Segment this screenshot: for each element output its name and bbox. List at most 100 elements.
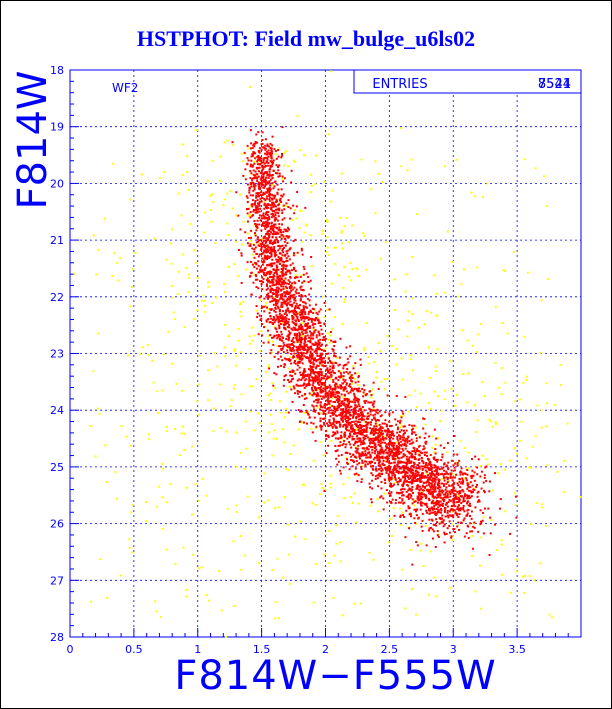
- data-point: [404, 461, 407, 464]
- data-point: [372, 405, 375, 408]
- data-point: [299, 352, 302, 355]
- data-point: [266, 287, 269, 290]
- data-point: [434, 490, 437, 493]
- data-point: [323, 423, 326, 426]
- data-point: [156, 390, 159, 393]
- data-point: [370, 396, 373, 399]
- data-point: [314, 380, 317, 383]
- data-point: [402, 432, 405, 435]
- data-point: [352, 427, 355, 430]
- data-point: [393, 453, 396, 456]
- data-point: [267, 155, 270, 158]
- data-point: [435, 503, 438, 506]
- data-point: [530, 522, 533, 525]
- data-point: [421, 465, 424, 468]
- data-point: [329, 400, 332, 403]
- data-point: [318, 413, 321, 416]
- data-point: [276, 345, 279, 348]
- data-point: [385, 447, 388, 450]
- data-point: [482, 532, 485, 535]
- data-point: [365, 423, 368, 426]
- data-point: [239, 568, 242, 571]
- data-point: [481, 381, 484, 384]
- data-point: [134, 251, 137, 254]
- data-point: [263, 217, 266, 220]
- data-point: [459, 495, 462, 498]
- data-point: [438, 493, 441, 496]
- data-point: [268, 191, 271, 194]
- data-point: [246, 242, 249, 245]
- data-point: [461, 473, 464, 476]
- data-point: [370, 437, 373, 440]
- data-point: [523, 335, 526, 338]
- data-point: [435, 469, 438, 472]
- data-point: [264, 144, 267, 147]
- data-point: [269, 151, 272, 154]
- data-point: [284, 411, 287, 414]
- data-point: [304, 345, 307, 348]
- data-point: [453, 481, 456, 484]
- data-point: [266, 188, 269, 191]
- data-point: [274, 208, 277, 211]
- data-point: [408, 527, 411, 530]
- data-point: [433, 524, 436, 527]
- data-point: [448, 531, 451, 534]
- data-point: [524, 574, 527, 577]
- data-point: [343, 301, 346, 304]
- data-point: [339, 425, 342, 428]
- data-point: [375, 467, 378, 470]
- data-point: [283, 151, 286, 154]
- data-point: [260, 176, 263, 179]
- data-point: [436, 458, 439, 461]
- data-point: [326, 376, 329, 379]
- data-point: [382, 508, 385, 511]
- data-point: [320, 405, 323, 408]
- data-point: [176, 293, 179, 296]
- data-point: [283, 208, 286, 211]
- data-point: [377, 419, 380, 422]
- data-point: [441, 472, 444, 475]
- data-point: [280, 281, 283, 284]
- data-point: [285, 303, 288, 306]
- data-point: [342, 367, 345, 370]
- data-point: [300, 288, 303, 291]
- data-point: [341, 419, 344, 422]
- data-point: [275, 266, 278, 269]
- data-point: [429, 463, 432, 466]
- data-point: [304, 348, 307, 351]
- data-point: [249, 165, 252, 168]
- data-point: [349, 385, 352, 388]
- data-point: [425, 461, 428, 464]
- data-point: [244, 420, 247, 423]
- data-point: [420, 525, 423, 528]
- data-point: [233, 384, 236, 387]
- data-point: [269, 291, 272, 294]
- stats-label: ENTRIES: [372, 77, 427, 92]
- data-point: [320, 397, 323, 400]
- data-point: [468, 502, 471, 505]
- data-point: [267, 164, 270, 167]
- data-point: [426, 454, 429, 457]
- data-point: [322, 377, 325, 380]
- data-point: [269, 147, 272, 150]
- data-point: [239, 302, 242, 305]
- data-point: [421, 491, 424, 494]
- data-point: [266, 284, 269, 287]
- data-point: [422, 461, 425, 464]
- data-point: [355, 521, 358, 524]
- data-point: [248, 335, 251, 338]
- data-point: [464, 472, 467, 475]
- data-point: [447, 461, 450, 464]
- data-point: [289, 453, 292, 456]
- data-point: [487, 507, 490, 510]
- data-point: [273, 335, 276, 338]
- data-point: [358, 405, 361, 408]
- data-point: [414, 510, 417, 513]
- data-point: [286, 287, 289, 290]
- data-point: [425, 544, 428, 547]
- data-point: [361, 459, 364, 462]
- data-point: [271, 229, 274, 232]
- data-point: [318, 334, 321, 337]
- data-point: [339, 472, 342, 475]
- data-point: [276, 330, 279, 333]
